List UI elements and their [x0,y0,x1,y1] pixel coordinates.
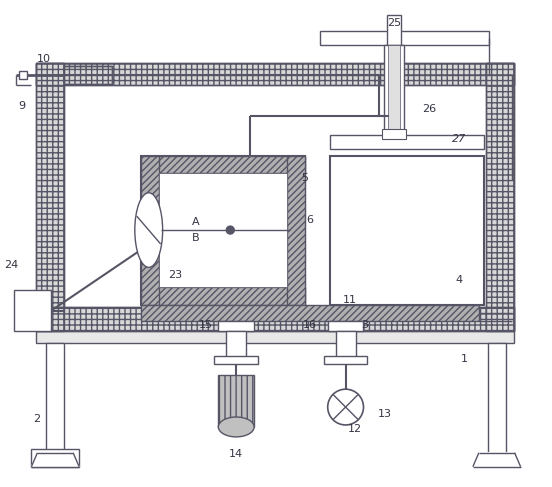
Bar [19,71,28,79]
Text: 27: 27 [452,133,466,144]
Bar [141,155,305,305]
Bar [384,45,404,134]
Bar [383,129,406,139]
Bar [46,343,64,453]
Text: 13: 13 [378,409,391,419]
Text: 4: 4 [455,275,463,285]
Bar [64,66,112,84]
Bar [31,449,79,467]
Bar [486,63,514,332]
Text: 12: 12 [348,424,362,434]
Bar [320,31,489,45]
Bar [328,320,364,331]
Bar [141,155,158,305]
Text: 5: 5 [301,173,309,184]
Bar [330,155,484,305]
Bar [141,305,479,320]
Text: 9: 9 [18,101,25,111]
Text: 11: 11 [343,295,357,305]
Bar [36,307,514,332]
Bar [226,331,246,358]
Text: A: A [192,217,199,227]
Bar [141,155,305,173]
Bar [389,45,400,130]
Polygon shape [473,453,521,467]
Text: 10: 10 [36,54,50,64]
Text: 14: 14 [229,449,243,459]
Circle shape [226,226,234,234]
Ellipse shape [135,193,163,267]
Text: 1: 1 [460,355,468,364]
Bar [219,375,254,427]
Text: 25: 25 [388,19,401,28]
Bar [388,15,401,45]
Bar [219,320,254,331]
Text: 23: 23 [168,270,183,280]
Bar [13,290,51,332]
Bar [486,63,514,332]
Circle shape [328,389,364,425]
Bar [36,332,514,343]
Bar [336,331,355,358]
Bar [141,287,305,305]
Bar [287,155,305,305]
Polygon shape [31,453,79,467]
Bar [488,343,506,453]
Text: 6: 6 [306,215,314,225]
Bar [36,63,514,85]
Text: 16: 16 [303,319,317,330]
Text: 24: 24 [4,260,19,270]
Bar [36,63,64,332]
Bar [36,63,64,332]
Text: B: B [192,233,199,243]
Bar [36,63,514,85]
Bar [330,134,484,149]
Bar [214,356,258,364]
Text: 3: 3 [361,319,368,330]
Text: 26: 26 [422,104,436,114]
Text: 2: 2 [33,414,40,424]
Bar [36,307,514,332]
Bar [64,66,112,84]
Bar [323,356,368,364]
Bar [158,173,287,287]
Ellipse shape [219,417,254,437]
Text: 15: 15 [198,319,213,330]
